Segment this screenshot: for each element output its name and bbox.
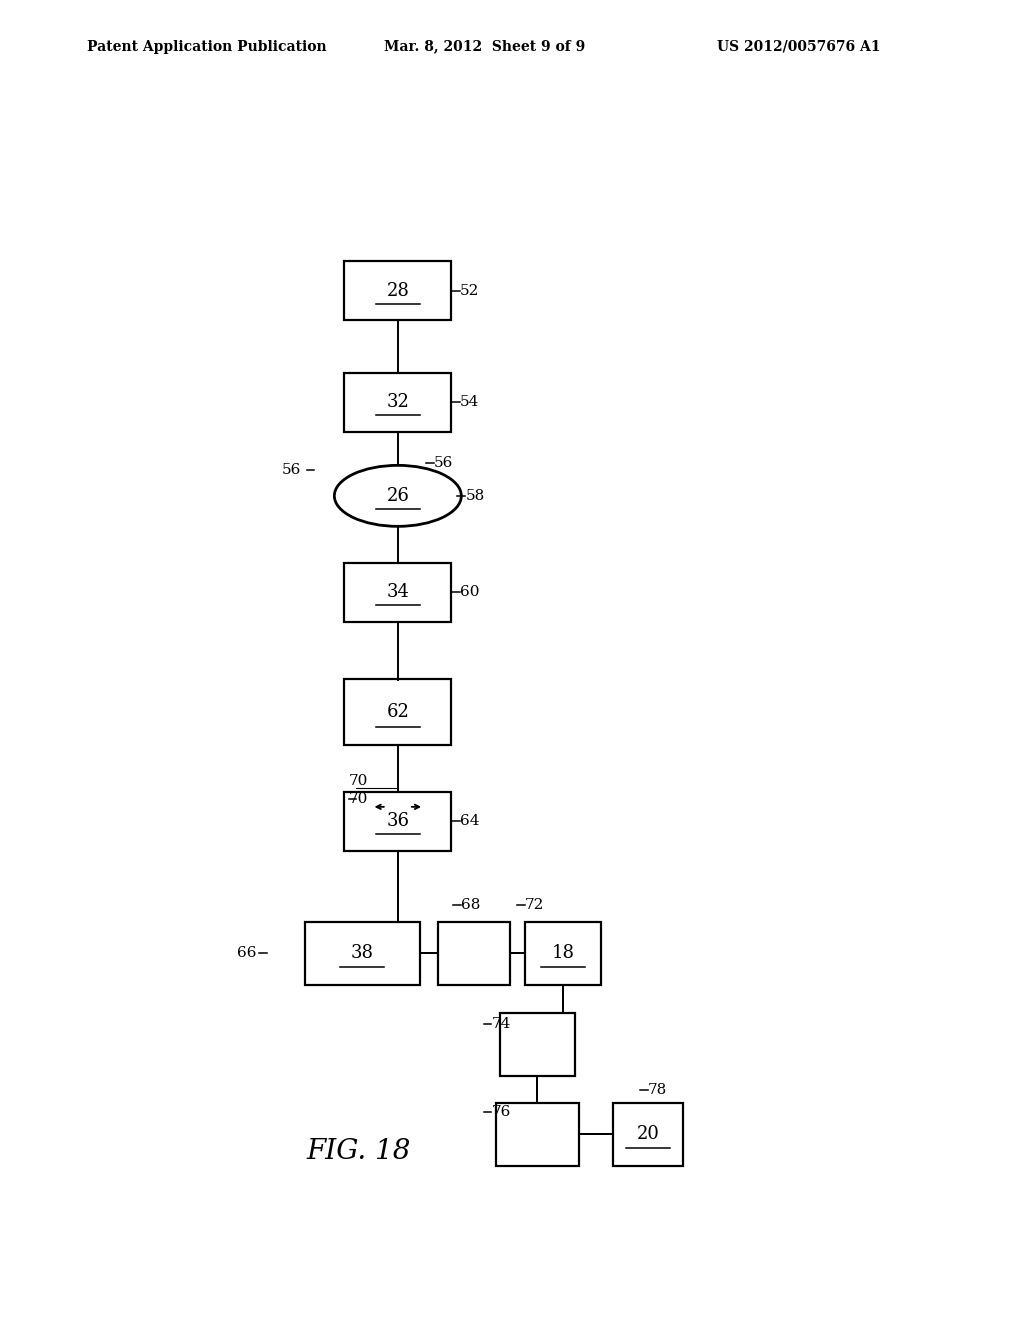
Bar bbox=[438, 921, 510, 985]
Text: 74: 74 bbox=[492, 1018, 511, 1031]
Text: 32: 32 bbox=[386, 393, 410, 412]
Text: 66: 66 bbox=[238, 946, 257, 960]
Text: 28: 28 bbox=[386, 281, 410, 300]
Bar bbox=[613, 1102, 683, 1166]
Text: 72: 72 bbox=[524, 899, 544, 912]
Bar bbox=[344, 680, 452, 746]
Text: 18: 18 bbox=[551, 944, 574, 962]
Text: 76: 76 bbox=[492, 1105, 511, 1119]
Text: Patent Application Publication: Patent Application Publication bbox=[87, 40, 327, 54]
Bar bbox=[496, 1102, 580, 1166]
Text: 62: 62 bbox=[386, 704, 410, 721]
Bar bbox=[344, 792, 452, 850]
Text: 34: 34 bbox=[386, 583, 410, 602]
Ellipse shape bbox=[334, 466, 461, 527]
Bar bbox=[344, 261, 452, 319]
Text: 70: 70 bbox=[348, 774, 368, 788]
Text: 56: 56 bbox=[433, 457, 453, 470]
Text: US 2012/0057676 A1: US 2012/0057676 A1 bbox=[717, 40, 881, 54]
Text: Mar. 8, 2012  Sheet 9 of 9: Mar. 8, 2012 Sheet 9 of 9 bbox=[384, 40, 586, 54]
Text: 78: 78 bbox=[648, 1084, 667, 1097]
Bar bbox=[344, 562, 452, 622]
Bar bbox=[500, 1014, 575, 1076]
Bar bbox=[344, 372, 452, 432]
Text: 68: 68 bbox=[461, 899, 480, 912]
Text: 52: 52 bbox=[460, 284, 479, 297]
Text: FIG. 18: FIG. 18 bbox=[306, 1138, 411, 1164]
Text: 26: 26 bbox=[386, 487, 410, 504]
Text: 64: 64 bbox=[460, 814, 479, 828]
Bar bbox=[304, 921, 420, 985]
Text: 60: 60 bbox=[460, 585, 479, 599]
Text: 54: 54 bbox=[460, 395, 479, 409]
Text: 36: 36 bbox=[386, 812, 410, 830]
Bar bbox=[525, 921, 601, 985]
Text: 58: 58 bbox=[465, 488, 484, 503]
Text: 56: 56 bbox=[282, 463, 301, 478]
Text: 20: 20 bbox=[636, 1125, 659, 1143]
Text: 70: 70 bbox=[348, 792, 368, 805]
Text: 38: 38 bbox=[350, 944, 374, 962]
